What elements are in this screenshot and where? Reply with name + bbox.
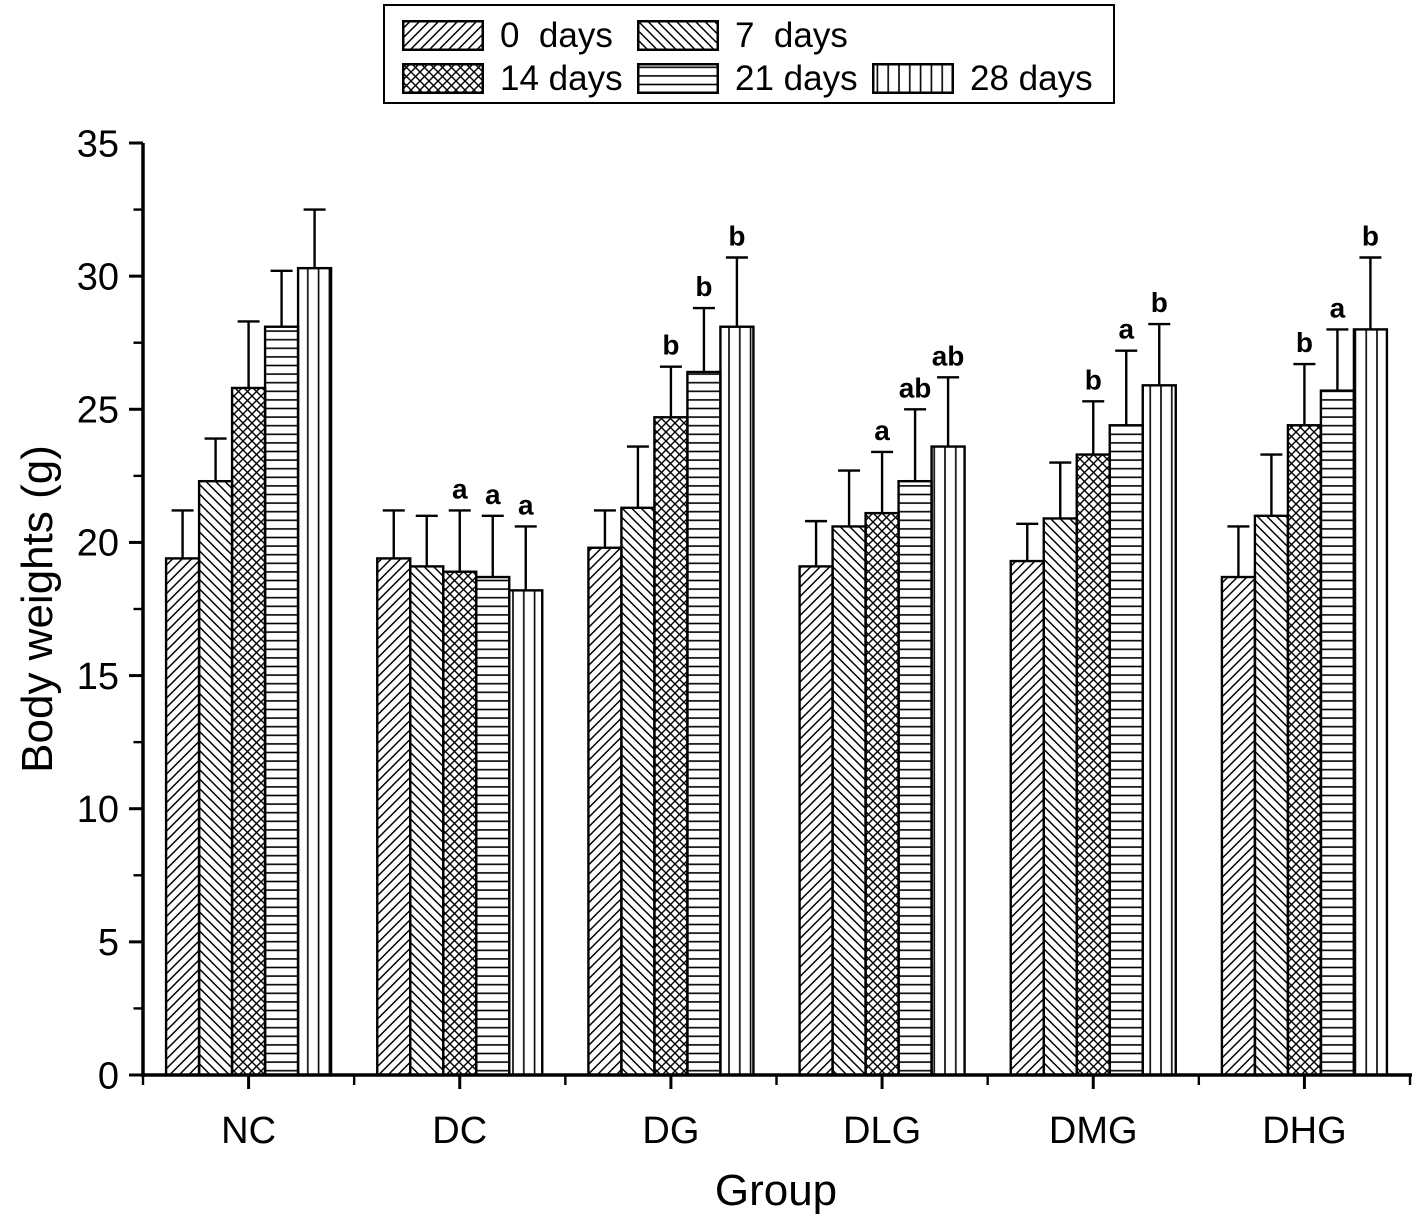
bar-28-days-DC	[508, 589, 544, 1077]
legend-row: 14 days 21 days 28 days	[402, 57, 1113, 100]
legend-swatch-rect	[402, 20, 484, 51]
legend-label: 21 days	[735, 59, 858, 98]
bar-14-days-DMG	[1075, 453, 1111, 1077]
legend-swatch-rect	[872, 63, 954, 94]
legend-label: 0 days	[500, 16, 613, 55]
sig-letter-DHG-21-days: a	[1330, 292, 1346, 323]
legend-swatch-vertical-icon	[872, 63, 954, 94]
x-category-label: DC	[432, 1110, 487, 1152]
bar-28-days-NC	[296, 266, 333, 1077]
legend-item-28-days: 28 days	[872, 61, 1093, 96]
bar-21-days-DG	[686, 370, 722, 1077]
sig-letter-DHG-28-days: b	[1362, 221, 1379, 252]
sig-letter-DMG-28-days: b	[1151, 287, 1168, 318]
y-tick-label: 5	[98, 922, 119, 964]
legend-row: 0 days 7 days	[402, 14, 1113, 57]
bar-7-days-DLG	[831, 525, 867, 1077]
sig-letter-DMG-21-days: a	[1118, 314, 1134, 345]
x-category-label: DLG	[843, 1110, 921, 1152]
sig-letter-DC-14-days: a	[452, 473, 468, 504]
legend: 0 days 7 days 14 days 21 days 28 days	[383, 4, 1115, 104]
bar-28-days-DLG	[930, 445, 966, 1077]
legend-swatch-rect	[637, 63, 719, 94]
legend-item-7-days: 7 days	[637, 18, 848, 53]
tick-labels: 0 5 10 15 20 25 30 35 NC DC DG DLG DMG DHG	[77, 123, 1347, 1152]
bar-7-days-DMG	[1042, 517, 1078, 1077]
bar-7-days-DG	[620, 506, 656, 1077]
y-axis-title: Body weights (g)	[13, 445, 62, 773]
bar-21-days-DLG	[897, 479, 933, 1077]
bar-28-days-DHG	[1352, 328, 1389, 1077]
x-category-label: NC	[221, 1110, 276, 1152]
legend-item-0-days: 0 days	[402, 18, 637, 53]
bar-0-days-DMG	[1009, 559, 1045, 1077]
legend-swatch-rect	[637, 20, 719, 51]
bar-0-days-DHG	[1220, 575, 1257, 1077]
sig-letter-DG-28-days: b	[728, 221, 745, 252]
sig-letter-DLG-28-days: ab	[932, 340, 965, 371]
bar-0-days-DLG	[798, 565, 834, 1077]
bar-7-days-NC	[197, 479, 234, 1077]
x-category-label: DMG	[1049, 1110, 1138, 1152]
bar-21-days-DMG	[1108, 424, 1144, 1077]
bar-14-days-DHG	[1286, 424, 1323, 1077]
legend-label: 28 days	[970, 59, 1093, 98]
bar-21-days-DHG	[1319, 389, 1356, 1077]
bar-14-days-NC	[230, 386, 267, 1077]
y-tick-label: 35	[77, 123, 119, 165]
y-tick-label: 10	[77, 789, 119, 831]
bar-0-days-NC	[164, 557, 201, 1077]
bars	[164, 266, 1389, 1077]
bar-14-days-DG	[653, 416, 689, 1077]
bar-21-days-NC	[263, 325, 300, 1077]
bar-28-days-DG	[719, 325, 755, 1077]
sig-letter-DG-14-days: b	[662, 330, 679, 361]
y-tick-label: 30	[77, 256, 119, 298]
axes	[129, 141, 1412, 1089]
y-tick-label: 15	[77, 656, 119, 698]
legend-item-21-days: 21 days	[637, 61, 872, 96]
error-bars	[171, 208, 1382, 591]
legend-swatch-rect	[402, 63, 484, 94]
bar-14-days-DC	[442, 570, 478, 1077]
x-category-label: DG	[642, 1110, 699, 1152]
x-axis-title: Group	[715, 1166, 837, 1215]
y-tick-label: 25	[77, 390, 119, 432]
legend-swatch-cross-icon	[402, 63, 484, 94]
y-tick-label: 0	[98, 1055, 119, 1097]
sig-letter-DMG-14-days: b	[1085, 364, 1102, 395]
bar-21-days-DC	[475, 575, 511, 1077]
legend-swatch-horizontal-icon	[637, 63, 719, 94]
sig-letter-DHG-14-days: b	[1296, 327, 1313, 358]
legend-swatch-diag-up-icon	[402, 20, 484, 51]
sig-letter-DC-28-days: a	[518, 489, 534, 520]
bar-14-days-DLG	[864, 511, 900, 1077]
sig-letter-DG-21-days: b	[695, 271, 712, 302]
y-tick-label: 20	[77, 523, 119, 565]
x-category-label: DHG	[1262, 1110, 1346, 1152]
bar-0-days-DC	[376, 557, 412, 1077]
legend-swatch-diag-down-icon	[637, 20, 719, 51]
sig-letter-DLG-21-days: ab	[899, 372, 932, 403]
bar-28-days-DMG	[1141, 384, 1177, 1077]
bar-7-days-DHG	[1253, 514, 1290, 1077]
sig-letter-DLG-14-days: a	[874, 415, 890, 446]
bar-7-days-DC	[409, 565, 445, 1077]
bar-0-days-DG	[587, 546, 623, 1077]
sig-letter-DC-21-days: a	[485, 479, 501, 510]
legend-label: 7 days	[735, 16, 848, 55]
legend-item-14-days: 14 days	[402, 61, 637, 96]
legend-label: 14 days	[500, 59, 623, 98]
